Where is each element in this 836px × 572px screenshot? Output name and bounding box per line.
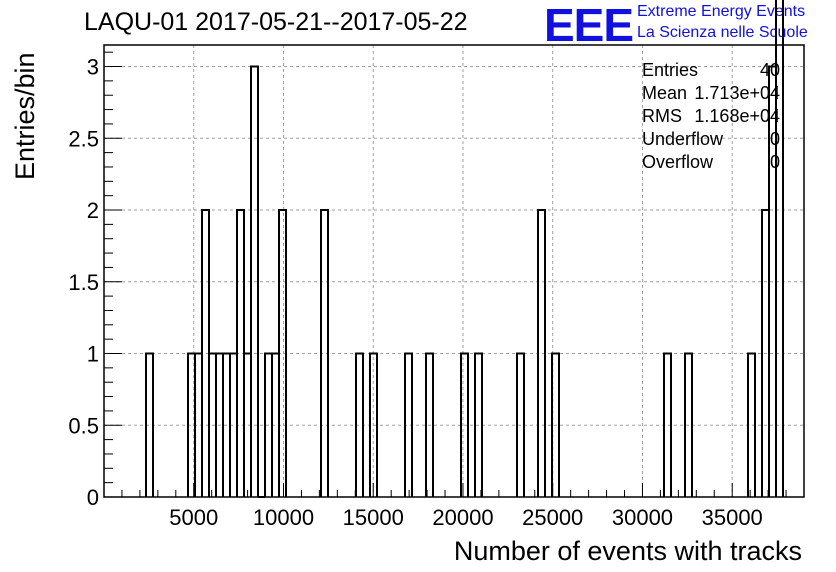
x-tick-label: 30000 — [612, 505, 673, 530]
histogram-bin — [775, 0, 784, 497]
histogram-bin — [425, 352, 434, 497]
histogram-bin — [474, 352, 483, 497]
chart-title: LAQU-01 2017-05-21--2017-05-22 — [84, 8, 468, 36]
y-tick-label: 0.5 — [68, 413, 99, 438]
logo-line-1: Extreme Energy Events — [637, 3, 806, 20]
histogram-bin — [460, 352, 469, 497]
histogram-bin — [355, 352, 364, 497]
histogram-bin — [145, 352, 154, 497]
stat-underflow: Underflow 0 — [642, 129, 780, 152]
histogram-bin — [747, 352, 756, 497]
y-tick-label: 2 — [87, 198, 99, 223]
x-tick-label: 10000 — [253, 505, 314, 530]
histogram-bin — [320, 209, 329, 497]
stat-overflow: Overflow 0 — [642, 152, 780, 175]
x-tick-label: 25000 — [522, 505, 583, 530]
stat-value: 0 — [769, 129, 780, 149]
y-tick-label: 1 — [87, 342, 99, 367]
histogram-bars — [145, 0, 784, 498]
histogram-bin — [516, 352, 525, 497]
histogram-bin — [684, 352, 693, 497]
stat-value: 1.168e+04 — [694, 106, 780, 126]
plot-frame — [103, 44, 805, 498]
stat-value: 0 — [769, 152, 780, 172]
y-tick-label: 1.5 — [68, 270, 99, 295]
histogram-bin — [551, 352, 560, 497]
stat-value: 40 — [759, 60, 780, 80]
x-tick-label: 5000 — [169, 505, 218, 530]
stat-key: Overflow — [642, 152, 714, 172]
stat-mean: Mean 1.713e+04 — [642, 83, 780, 106]
stat-entries: Entries 40 — [642, 60, 780, 83]
stat-key: RMS — [642, 106, 682, 126]
eee-logo: EEE — [544, 0, 634, 51]
histogram-bin — [250, 65, 259, 497]
x-axis-label: Number of events with tracks — [453, 536, 802, 566]
logo-line-2: La Scienza nelle Scuole — [637, 24, 808, 41]
stat-rms: RMS 1.168e+04 — [642, 106, 780, 129]
histogram-bin — [369, 352, 378, 497]
stat-key: Underflow — [642, 129, 724, 149]
axes — [103, 44, 805, 498]
histogram-bin — [537, 209, 546, 497]
stat-key: Mean — [642, 83, 688, 103]
stat-value: 1.713e+04 — [694, 83, 780, 103]
x-tick-label: 35000 — [702, 505, 763, 530]
histogram-bin — [404, 352, 413, 497]
histogram-bin — [278, 209, 287, 497]
y-tick-label: 0 — [87, 485, 99, 510]
x-tick-label: 20000 — [432, 505, 493, 530]
stat-key: Entries — [642, 60, 699, 80]
histogram-bin — [663, 352, 672, 497]
stats-box: Entries 40 Mean 1.713e+04 RMS 1.168e+04 … — [642, 60, 780, 175]
x-tick-label: 15000 — [343, 505, 404, 530]
tick-labels: 5000 10000 15000 20000 25000 30000 35000 0 0.5 1 1… — [68, 55, 762, 530]
y-tick-label: 2.5 — [68, 126, 99, 151]
y-tick-label: 3 — [87, 55, 99, 80]
